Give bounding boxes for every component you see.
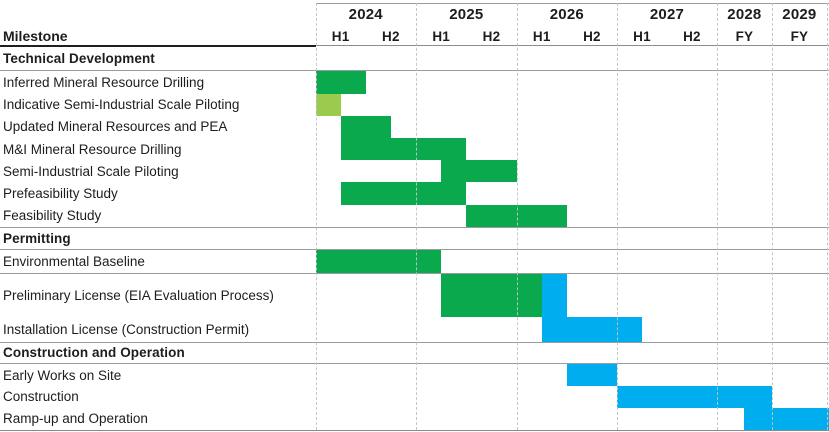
period-header: H2 — [583, 28, 601, 44]
row-label: Early Works on Site — [3, 367, 122, 383]
row-label: Feasibility Study — [3, 208, 102, 224]
section-header-divider — [0, 363, 829, 365]
year-header: 2025 — [449, 6, 484, 23]
year-header: 2026 — [549, 6, 584, 23]
year-header: 2024 — [348, 6, 383, 23]
row-label: Indicative Semi-Industrial Scale Pilotin… — [3, 97, 240, 113]
gantt-bar — [441, 160, 517, 183]
row-label: Semi-Industrial Scale Piloting — [3, 163, 179, 179]
period-header: H1 — [532, 28, 551, 44]
gantt-bar — [315, 249, 442, 273]
gantt-bar — [315, 71, 366, 94]
header-layer: Milestone 2024 H1 H2 2025 H1 H2 2026 H1 H2 2027 H1… — [0, 0, 829, 46]
row-label: Inferred Mineral Resource Drilling — [3, 74, 205, 90]
gantt-bar — [744, 407, 829, 430]
gantt-bar — [340, 182, 467, 205]
section-header: Technical Development — [3, 50, 155, 66]
gantt-bar — [541, 317, 642, 342]
gantt-bar — [441, 274, 542, 317]
period-header: H2 — [382, 28, 400, 44]
row-label: M&I Mineral Resource Drilling — [3, 141, 182, 157]
section-header: Permitting — [3, 230, 71, 246]
year-header: 2027 — [649, 6, 685, 23]
gantt-bar — [466, 204, 567, 227]
gantt-bar — [566, 364, 617, 386]
gantt-bar — [315, 93, 341, 116]
row-label: Environmental Baseline — [3, 253, 145, 269]
gantt-bar — [340, 138, 467, 161]
row-label: Installation License (Construction Permi… — [3, 321, 250, 337]
gantt-bar — [340, 115, 391, 138]
milestone-header-label: Milestone — [3, 28, 68, 44]
row-label: Preliminary License (EIA Evaluation Proc… — [3, 288, 274, 303]
milestone-header: Milestone — [0, 27, 315, 45]
row-divider — [0, 341, 829, 343]
year-header: 2029 — [782, 6, 817, 23]
period-header: H2 — [683, 28, 701, 44]
row-label: Ramp-up and Operation — [3, 411, 148, 427]
period-header: H1 — [633, 28, 651, 44]
period-header: FY — [790, 28, 809, 44]
period-header: H2 — [482, 28, 501, 44]
row-label: Construction — [3, 389, 79, 405]
bottom-border — [0, 429, 829, 431]
year-header: 2028 — [727, 6, 762, 23]
section-header-divider — [0, 70, 829, 72]
row-label: Updated Mineral Resources and PEA — [3, 119, 228, 135]
period-header: FY — [735, 28, 754, 44]
gantt-bar — [617, 386, 772, 408]
period-header: H1 — [432, 28, 450, 44]
gantt-bar — [541, 274, 567, 317]
row-label: Prefeasibility Study — [3, 185, 118, 201]
period-header: H1 — [331, 28, 350, 44]
row-divider — [0, 226, 829, 228]
section-header-divider — [0, 248, 829, 250]
section-header: Construction and Operation — [3, 345, 185, 361]
row-divider — [0, 273, 829, 274]
